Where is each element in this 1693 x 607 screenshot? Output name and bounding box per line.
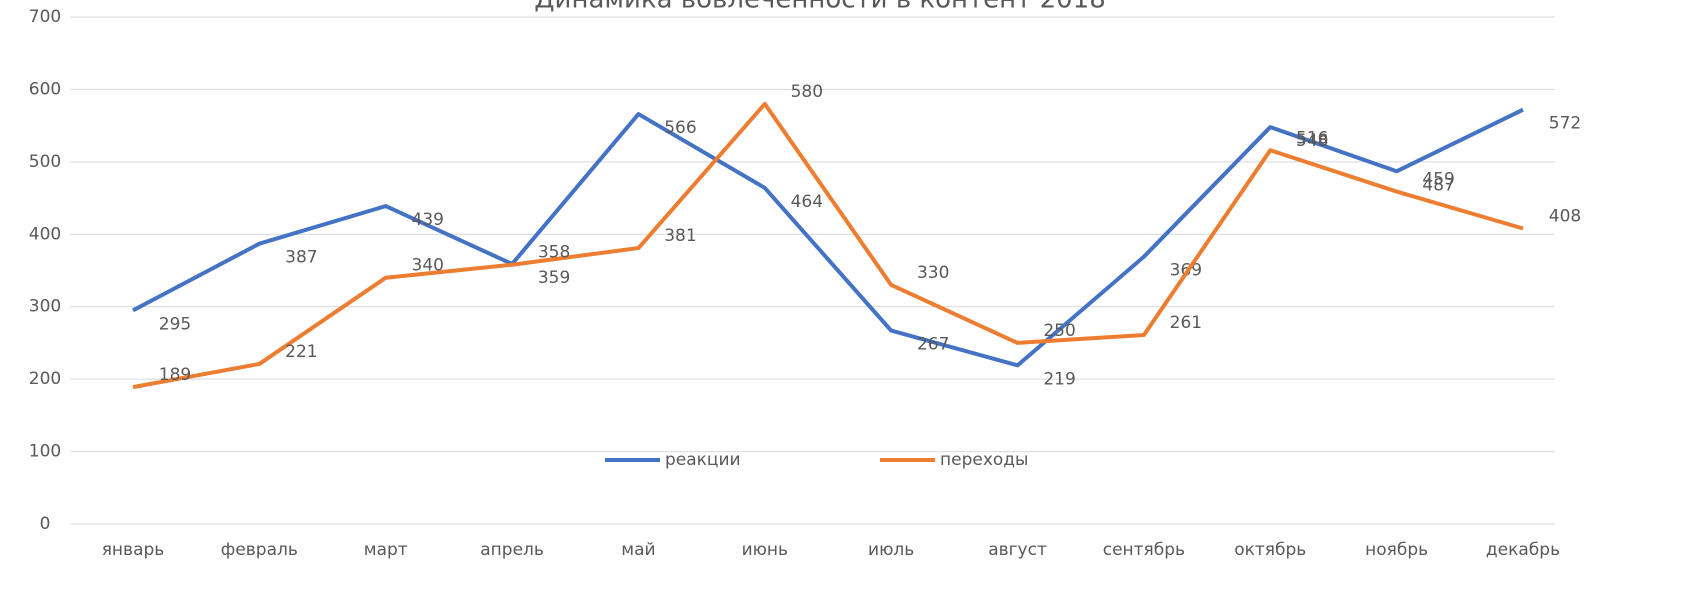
legend-label: реакции xyxy=(665,450,741,470)
x-tick-label: январь xyxy=(102,540,165,560)
x-tick-label: июнь xyxy=(742,540,789,560)
data-label: 464 xyxy=(791,192,823,212)
line-series xyxy=(132,107,1524,368)
data-label: 459 xyxy=(1422,170,1454,190)
data-label: 487 xyxy=(1422,175,1454,195)
x-tick-label: февраль xyxy=(221,540,298,560)
x-tick-label: март xyxy=(364,540,408,560)
y-tick-label: 300 xyxy=(29,297,61,317)
x-tick-label: ноябрь xyxy=(1365,540,1428,560)
data-label: 295 xyxy=(159,314,191,334)
data-label: 189 xyxy=(159,365,191,385)
line-series xyxy=(132,101,1524,390)
data-label: 381 xyxy=(664,226,696,246)
data-label: 330 xyxy=(917,263,949,283)
y-tick-label: 500 xyxy=(29,152,61,172)
data-label: 387 xyxy=(285,248,317,268)
legend-label: переходы xyxy=(940,450,1028,470)
x-tick-label: декабрь xyxy=(1486,540,1560,560)
data-label: 408 xyxy=(1549,206,1581,226)
data-label: 566 xyxy=(664,118,696,138)
x-tick-label: июль xyxy=(868,540,914,560)
chart-title: Динамика вовлеченности в контент 2018 xyxy=(534,0,1106,15)
data-label: 219 xyxy=(1043,369,1075,389)
data-label: 267 xyxy=(917,335,949,355)
y-tick-label: 700 xyxy=(29,7,61,27)
data-label: 580 xyxy=(791,82,823,102)
x-tick-label: май xyxy=(621,540,655,560)
y-tick-label: 400 xyxy=(29,224,61,244)
x-tick-label: октябрь xyxy=(1234,540,1306,560)
data-label: 516 xyxy=(1296,128,1328,148)
data-label: 358 xyxy=(538,243,570,263)
data-label: 250 xyxy=(1043,321,1075,341)
data-label: 439 xyxy=(412,210,444,230)
y-tick-label: 0 xyxy=(40,514,51,534)
y-tick-label: 100 xyxy=(29,442,61,462)
data-label: 548 xyxy=(1296,131,1328,151)
data-label: 340 xyxy=(412,256,444,276)
x-tick-label: август xyxy=(988,540,1047,560)
y-tick-label: 600 xyxy=(29,79,61,99)
y-tick-label: 200 xyxy=(29,369,61,389)
x-tick-label: апрель xyxy=(480,540,544,560)
data-label: 359 xyxy=(538,268,570,288)
x-tick-label: сентябрь xyxy=(1103,540,1185,560)
data-label: 261 xyxy=(1170,313,1202,333)
data-label: 221 xyxy=(285,342,317,362)
data-label: 572 xyxy=(1549,114,1581,134)
